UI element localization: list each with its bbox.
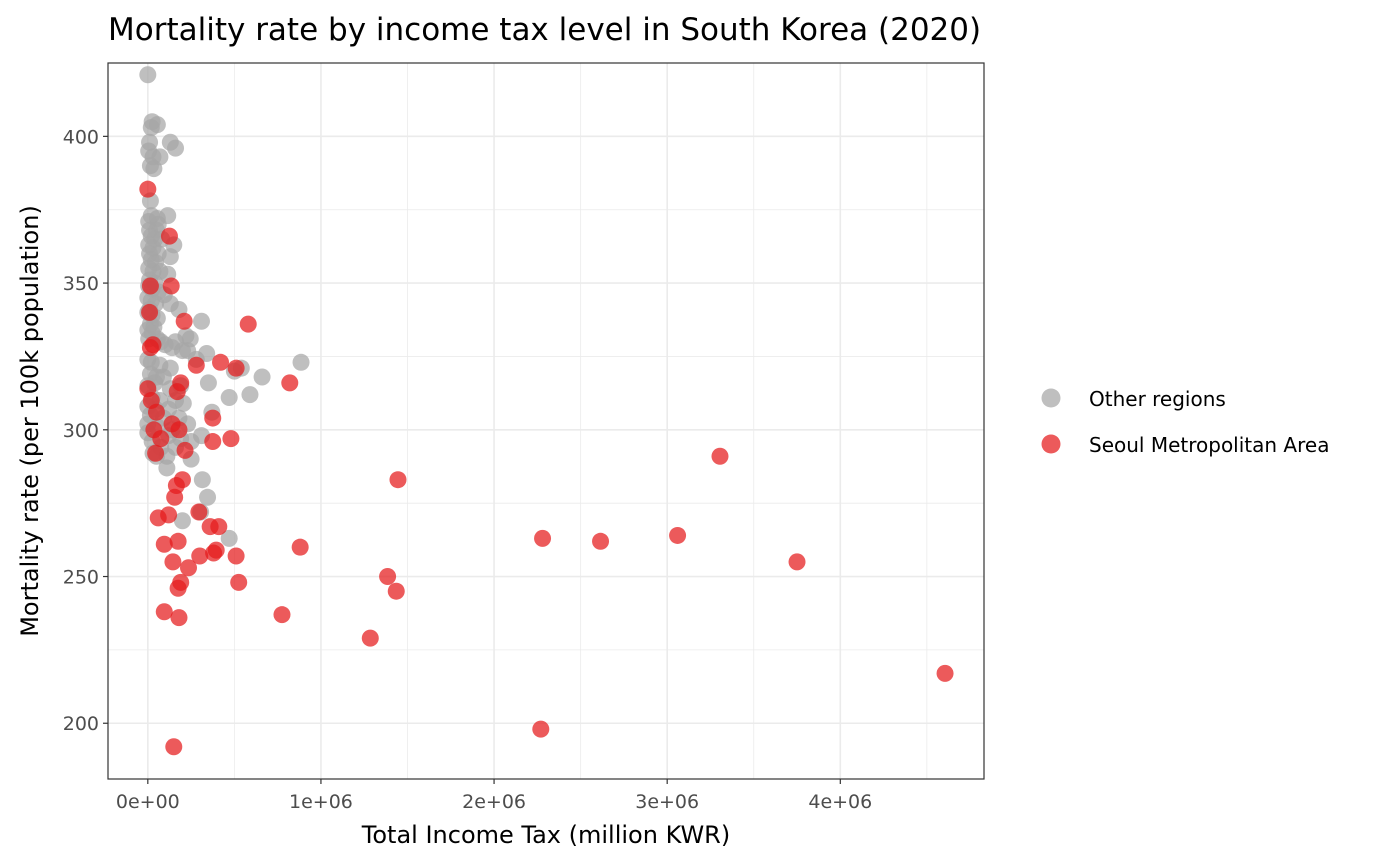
x-axis: 0e+00 1e+06 2e+06 3e+06 4e+06	[116, 779, 872, 813]
x-tick-label: 0e+00	[116, 791, 180, 813]
data-point	[281, 374, 299, 392]
data-point	[239, 315, 257, 333]
data-point	[273, 606, 291, 624]
data-point	[147, 403, 165, 421]
data-point	[222, 430, 240, 448]
data-point	[152, 430, 170, 448]
data-point	[139, 180, 157, 198]
data-point	[139, 66, 157, 84]
data-point	[175, 312, 193, 330]
data-point	[669, 526, 687, 544]
data-point	[180, 559, 198, 577]
plot-border	[107, 62, 985, 780]
y-tick-label: 200	[63, 713, 99, 735]
data-point	[170, 421, 188, 439]
data-point	[141, 277, 159, 295]
data-point	[165, 738, 183, 756]
data-point	[191, 547, 209, 565]
data-point	[192, 312, 210, 330]
y-tick-label: 350	[63, 273, 99, 295]
data-point	[142, 119, 160, 137]
data-point	[168, 383, 186, 401]
data-point	[205, 544, 223, 562]
data-point	[160, 227, 178, 245]
data-point	[220, 389, 238, 407]
data-point	[187, 356, 205, 374]
y-tick-label: 300	[63, 420, 99, 442]
data-point	[291, 538, 309, 556]
data-point	[532, 720, 550, 738]
x-tick-label: 4e+06	[808, 791, 872, 813]
x-tick-label: 1e+06	[289, 791, 353, 813]
data-point	[158, 459, 176, 477]
data-point	[241, 386, 259, 404]
x-tick-label: 3e+06	[635, 791, 699, 813]
data-point	[190, 503, 208, 521]
data-point	[167, 139, 185, 157]
data-point	[788, 553, 806, 571]
data-point	[145, 160, 163, 178]
data-point	[193, 471, 211, 489]
data-point	[169, 532, 187, 550]
data-point	[292, 353, 310, 371]
legend-label: Seoul Metropolitan Area	[1089, 433, 1329, 457]
data-point	[936, 664, 954, 682]
data-point	[161, 248, 179, 266]
legend: Other regions Seoul Metropolitan Area	[1041, 387, 1329, 457]
data-point	[534, 529, 552, 547]
data-point	[379, 568, 397, 586]
data-point	[711, 447, 729, 465]
data-point	[230, 573, 248, 591]
legend-key	[1041, 388, 1061, 408]
data-point	[592, 532, 610, 550]
x-axis-title: Total Income Tax (million KWR)	[361, 821, 730, 849]
data-point	[176, 441, 194, 459]
data-points	[139, 66, 954, 756]
data-point	[253, 368, 271, 386]
data-point	[170, 609, 188, 627]
data-point	[166, 488, 184, 506]
legend-label: Other regions	[1089, 387, 1226, 411]
data-point	[169, 579, 187, 597]
y-tick-label: 250	[63, 567, 99, 589]
chart-title: Mortality rate by income tax level in So…	[108, 12, 981, 48]
data-point	[147, 444, 165, 462]
data-point	[204, 433, 222, 451]
data-point	[210, 518, 228, 536]
y-tick-label: 400	[63, 126, 99, 148]
data-point	[212, 353, 230, 371]
data-point	[227, 359, 245, 377]
y-axis: 200 250 300 350 400	[63, 126, 108, 735]
data-point	[227, 547, 245, 565]
plot-panel	[108, 63, 984, 779]
data-point	[220, 529, 238, 547]
data-point	[389, 471, 407, 489]
legend-key	[1041, 434, 1061, 454]
data-point	[204, 409, 222, 427]
data-point	[387, 582, 405, 600]
series-1	[139, 180, 954, 756]
panel-background	[108, 63, 984, 779]
data-point	[141, 339, 159, 357]
data-point	[199, 374, 217, 392]
data-point	[155, 535, 173, 553]
data-point	[199, 488, 217, 506]
data-point	[173, 512, 191, 530]
data-point	[162, 277, 180, 295]
data-point	[155, 603, 173, 621]
x-tick-label: 2e+06	[462, 791, 526, 813]
data-point	[164, 553, 182, 571]
data-point	[141, 303, 159, 321]
y-axis-title: Mortality rate (per 100k population)	[16, 205, 44, 637]
data-point	[361, 629, 379, 647]
data-point	[149, 509, 167, 527]
